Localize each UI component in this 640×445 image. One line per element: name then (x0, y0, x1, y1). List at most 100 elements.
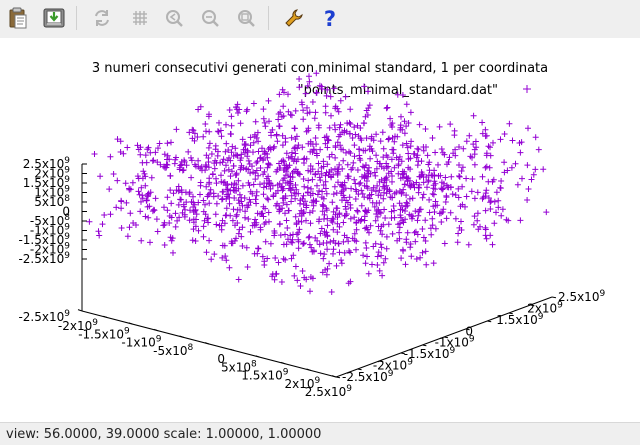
data-point (290, 252, 297, 259)
data-point (213, 175, 219, 182)
data-point (255, 245, 262, 252)
data-point (456, 162, 462, 168)
data-point (429, 215, 436, 222)
configure-button[interactable] (280, 4, 308, 32)
data-point (405, 150, 412, 157)
data-point (283, 150, 290, 157)
data-point (399, 142, 406, 149)
x-tick-mark (77, 309, 83, 312)
data-point (233, 104, 240, 110)
data-point (351, 214, 358, 221)
data-point (220, 179, 227, 186)
data-point (306, 209, 313, 216)
data-point (178, 187, 185, 193)
export-button[interactable] (40, 4, 68, 32)
data-point (524, 197, 531, 203)
data-point (206, 237, 213, 244)
data-point (190, 204, 197, 210)
z-tick-label: -2.5x109 (18, 251, 70, 266)
data-point (234, 206, 241, 213)
data-point (229, 168, 235, 175)
data-point (225, 166, 232, 173)
zoom-next-button[interactable] (196, 4, 224, 32)
data-point (238, 233, 245, 240)
data-point (440, 206, 447, 213)
data-point (457, 203, 464, 210)
data-point (145, 214, 152, 221)
data-point (200, 223, 207, 230)
data-point (305, 167, 312, 174)
zoom-next-icon (202, 10, 219, 27)
data-point (380, 145, 387, 152)
help-button[interactable]: ? (316, 4, 344, 32)
data-point (389, 124, 396, 130)
data-point (431, 209, 438, 215)
data-point (383, 105, 390, 112)
data-point (400, 174, 406, 181)
data-point (352, 131, 359, 138)
data-point (249, 190, 256, 197)
data-point (514, 181, 521, 188)
data-point (328, 151, 335, 158)
data-point (237, 157, 244, 164)
z-tick-label: 2x109 (34, 166, 70, 181)
data-point (367, 155, 374, 162)
data-point (309, 176, 316, 183)
data-point (483, 132, 490, 139)
replot-button[interactable] (88, 4, 116, 32)
data-point (391, 164, 398, 171)
x-tick-label: -5x108 (153, 343, 193, 358)
data-point (394, 91, 401, 98)
data-point (156, 140, 163, 147)
data-point (364, 226, 371, 233)
data-point (250, 100, 257, 107)
plot-canvas[interactable]: 3 numeri consecutivi generati con minima… (0, 38, 640, 422)
data-point (257, 181, 263, 188)
data-point (495, 204, 502, 211)
data-point (201, 217, 208, 224)
data-point (404, 175, 410, 182)
data-point (416, 121, 423, 128)
data-point (211, 165, 218, 172)
data-point (262, 219, 269, 226)
data-point (320, 182, 327, 188)
data-point (382, 255, 389, 262)
data-point (276, 123, 282, 130)
zoom-previous-button[interactable] (160, 4, 188, 32)
data-point (314, 182, 320, 189)
data-point (299, 144, 306, 151)
x-tick-label: 0 (217, 352, 225, 366)
data-point (301, 183, 308, 190)
data-point (200, 233, 207, 240)
unzoom-button[interactable] (232, 4, 260, 32)
data-point (383, 160, 390, 167)
data-point (401, 130, 408, 137)
data-point (516, 140, 523, 146)
data-point (374, 182, 381, 189)
data-point (317, 230, 324, 237)
data-point (449, 191, 456, 198)
data-point (275, 116, 282, 123)
data-point (295, 245, 302, 252)
data-point (172, 223, 179, 230)
data-point (223, 212, 230, 219)
data-point (318, 164, 325, 171)
data-point (283, 168, 290, 175)
data-point (224, 193, 231, 200)
data-point (107, 153, 114, 160)
data-point (290, 231, 296, 238)
data-point (373, 152, 380, 159)
y-tick-mark (551, 296, 557, 299)
data-point (493, 209, 499, 216)
copy-clipboard-button[interactable] (4, 4, 32, 32)
data-point (387, 115, 394, 122)
grid-button[interactable] (126, 4, 154, 32)
data-point (428, 172, 435, 179)
data-point (168, 200, 175, 207)
data-point (206, 140, 213, 147)
data-point (358, 202, 365, 209)
data-point (298, 213, 305, 219)
data-point (324, 222, 331, 229)
data-point (422, 248, 429, 255)
data-point (295, 142, 302, 149)
